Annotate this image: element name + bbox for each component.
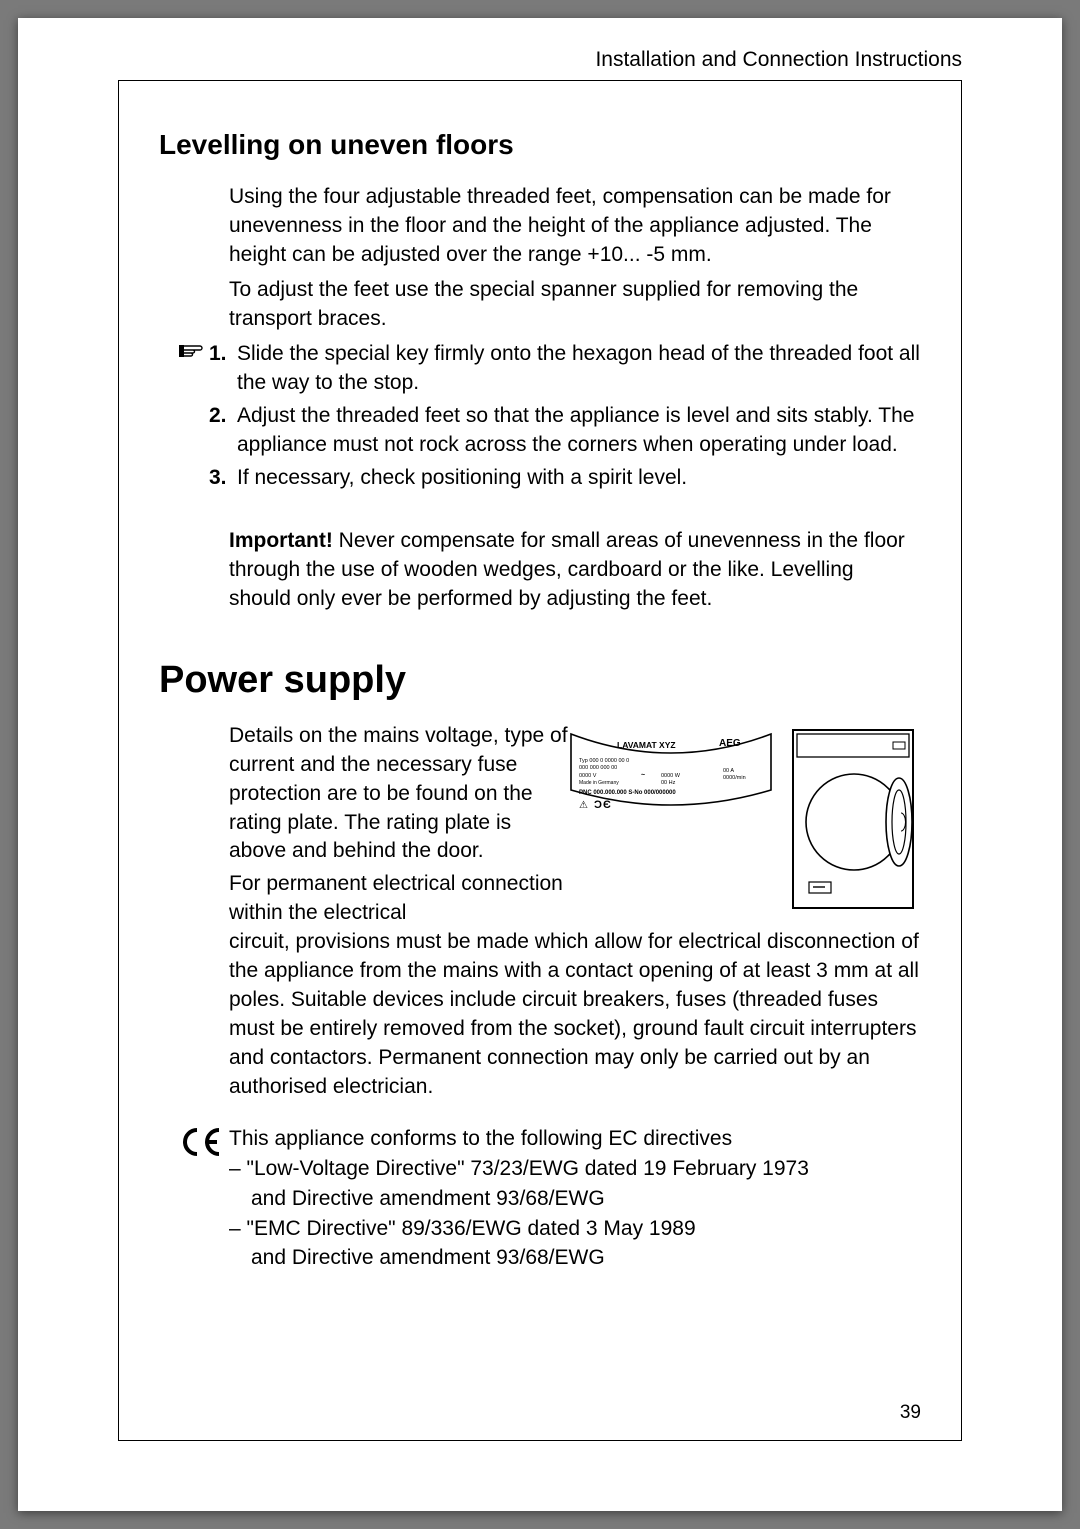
plate-warn: ⚠ [579,800,588,811]
plate-line3c: 0000 W [661,773,681,779]
step-2-text: Adjust the threaded feet so that the app… [237,402,921,460]
plate-tilde: ~ [641,772,645,779]
ce-mark-icon [179,1124,229,1273]
ce-compliance-block: This appliance conforms to the following… [179,1124,921,1273]
ce-text: This appliance conforms to the following… [229,1124,921,1273]
levelling-para-2: To adjust the feet use the special spann… [229,276,921,334]
important-para: Important! Never compensate for small ar… [229,527,921,614]
plate-line5: PNC 000.000.000 S-No 000/000000 [579,790,676,796]
power-para-1a: Details on the mains voltage, type of cu… [229,722,569,867]
plate-line1: Typ 000 0 0000 00 0 [579,758,629,764]
ce-directive-1b: and Directive amendment 93/68/EWG [229,1184,921,1214]
power-text-narrow: Details on the mains voltage, type of cu… [229,722,569,929]
rating-plate-diagram: LAVAMAT XYZ AEG Typ 000 0 0000 00 0 000 … [561,722,921,927]
plate-title-left: LAVAMAT XYZ [617,740,676,750]
plate-line4b: 00 Hz [661,780,676,786]
step-3-text: If necessary, check positioning with a s… [237,464,921,493]
important-block: Important! Never compensate for small ar… [229,527,921,614]
plate-line3d: 00 A [723,768,734,774]
step-1-text: Slide the special key firmly onto the he… [237,340,921,398]
washing-machine-icon [793,730,913,908]
ce-intro: This appliance conforms to the following… [229,1124,921,1154]
plate-line4a: Made in Germany [579,780,619,786]
content-frame: Levelling on uneven floors Using the fou… [118,81,962,1441]
plate-title-right: AEG [719,738,741,749]
heading-power-supply: Power supply [159,659,921,702]
hand-point-icon [179,340,209,398]
important-label: Important! [229,529,333,552]
rating-plate-icon: LAVAMAT XYZ AEG Typ 000 0 0000 00 0 000 … [571,734,771,811]
step-3-number: 3. [209,464,237,493]
step-1-number: 1. [209,340,237,398]
step-2-row: 2. Adjust the threaded feet so that the … [209,402,921,460]
power-para-2: circuit, provisions must be made which a… [229,928,921,1102]
levelling-intro: Using the four adjustable threaded feet,… [229,183,921,334]
ce-directive-1a: – "Low-Voltage Directive" 73/23/EWG date… [229,1154,921,1184]
page-inner: Installation and Connection Instructions… [118,48,962,1481]
plate-ce: Ɔ Є [594,799,611,811]
levelling-para-1: Using the four adjustable threaded feet,… [229,183,921,270]
plate-line3a: 0000 V [579,773,597,779]
heading-levelling: Levelling on uneven floors [159,129,921,161]
power-para-1b: For permanent electrical connection with… [229,870,569,928]
ce-directive-2b: and Directive amendment 93/68/EWG [229,1243,921,1273]
step-2-number: 2. [209,402,237,460]
page-number: 39 [900,1402,921,1424]
step-1-row: 1. Slide the special key firmly onto the… [179,340,921,398]
ce-directive-2a: – "EMC Directive" 89/336/EWG dated 3 May… [229,1214,921,1244]
manual-page: Installation and Connection Instructions… [18,18,1062,1511]
plate-line4c: 0000/min [723,775,746,781]
power-supply-block: Details on the mains voltage, type of cu… [159,722,921,929]
plate-line2: 000 000 000 00 [579,765,617,771]
running-header: Installation and Connection Instructions [118,48,962,81]
step-3-row: 3. If necessary, check positioning with … [209,464,921,493]
